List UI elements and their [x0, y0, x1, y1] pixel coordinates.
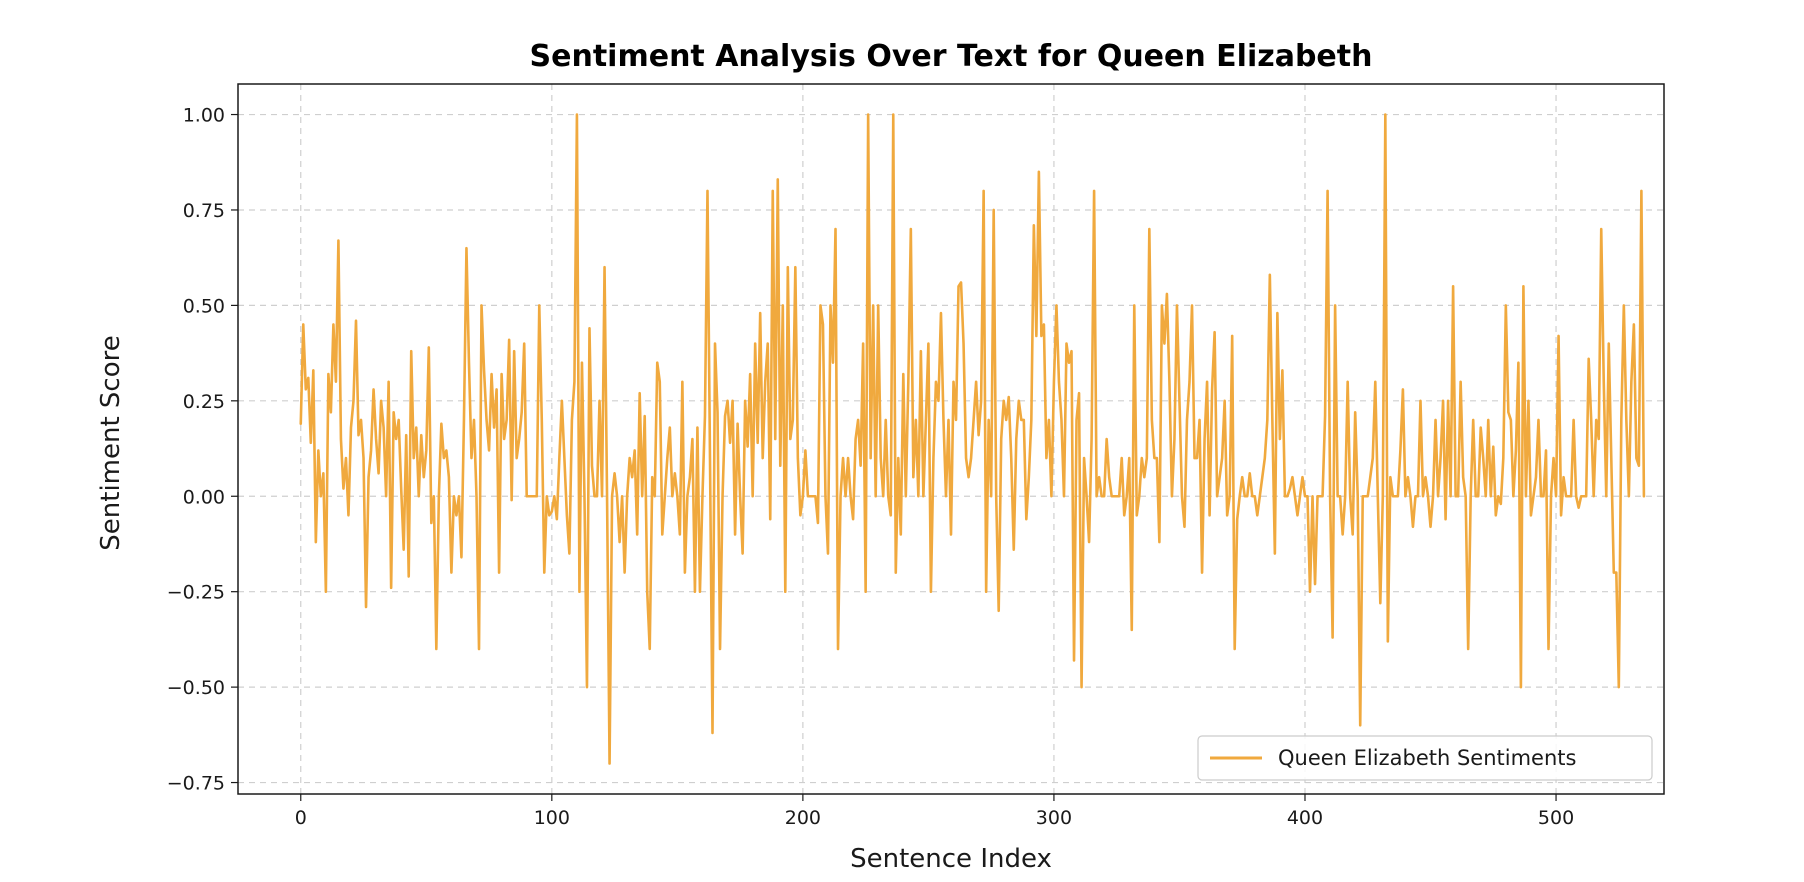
y-axis: −0.75 −0.50 −0.25 0.00 0.25 0.50 0.75 1.00	[167, 105, 238, 795]
y-tick-label: −0.75	[167, 773, 225, 795]
plot-frame	[237, 83, 1665, 795]
x-tick-label: 0	[295, 807, 307, 829]
y-axis-label: Sentiment Score	[96, 335, 126, 550]
x-tick-label: 200	[785, 807, 821, 829]
chart-title: Sentiment Analysis Over Text for Queen E…	[530, 39, 1373, 74]
y-tick-label: −0.50	[167, 677, 225, 699]
legend-frame	[1197, 735, 1653, 781]
x-tick-label: 300	[1036, 807, 1072, 829]
legend: Queen Elizabeth Sentiments	[1197, 735, 1653, 781]
y-tick-label: −0.25	[167, 582, 225, 604]
legend-entry-queen-elizabeth: Queen Elizabeth Sentiments	[1278, 746, 1576, 770]
x-axis: 0 100 200 300 400 500	[295, 794, 1574, 829]
series-layer	[299, 113, 1646, 765]
y-tick-label: 0.25	[183, 391, 225, 413]
x-tick-label: 400	[1287, 807, 1323, 829]
series-line-queen-elizabeth	[299, 113, 1646, 765]
y-tick-label: 0.00	[183, 486, 225, 508]
x-axis-label: Sentence Index	[850, 844, 1052, 874]
x-tick-label: 500	[1538, 807, 1574, 829]
y-tick-label: 0.50	[183, 295, 225, 317]
y-tick-label: 1.00	[183, 105, 225, 127]
y-tick-label: 0.75	[183, 200, 225, 222]
x-tick-label: 100	[534, 807, 570, 829]
